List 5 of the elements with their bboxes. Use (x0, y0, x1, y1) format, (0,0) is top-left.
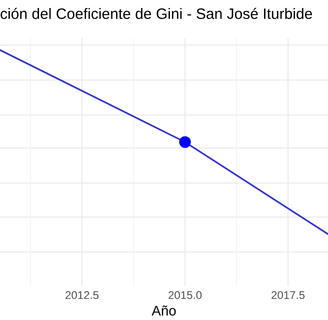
x-tick-label: 2015.0 (168, 291, 202, 300)
x-tick-label: 2012.5 (66, 291, 99, 300)
x-tick-label: 2017.5 (272, 291, 305, 300)
x-axis-title: Año (152, 305, 176, 316)
chart-title: ción del Coeficiente de Gini - San José Iturbide (0, 8, 312, 20)
